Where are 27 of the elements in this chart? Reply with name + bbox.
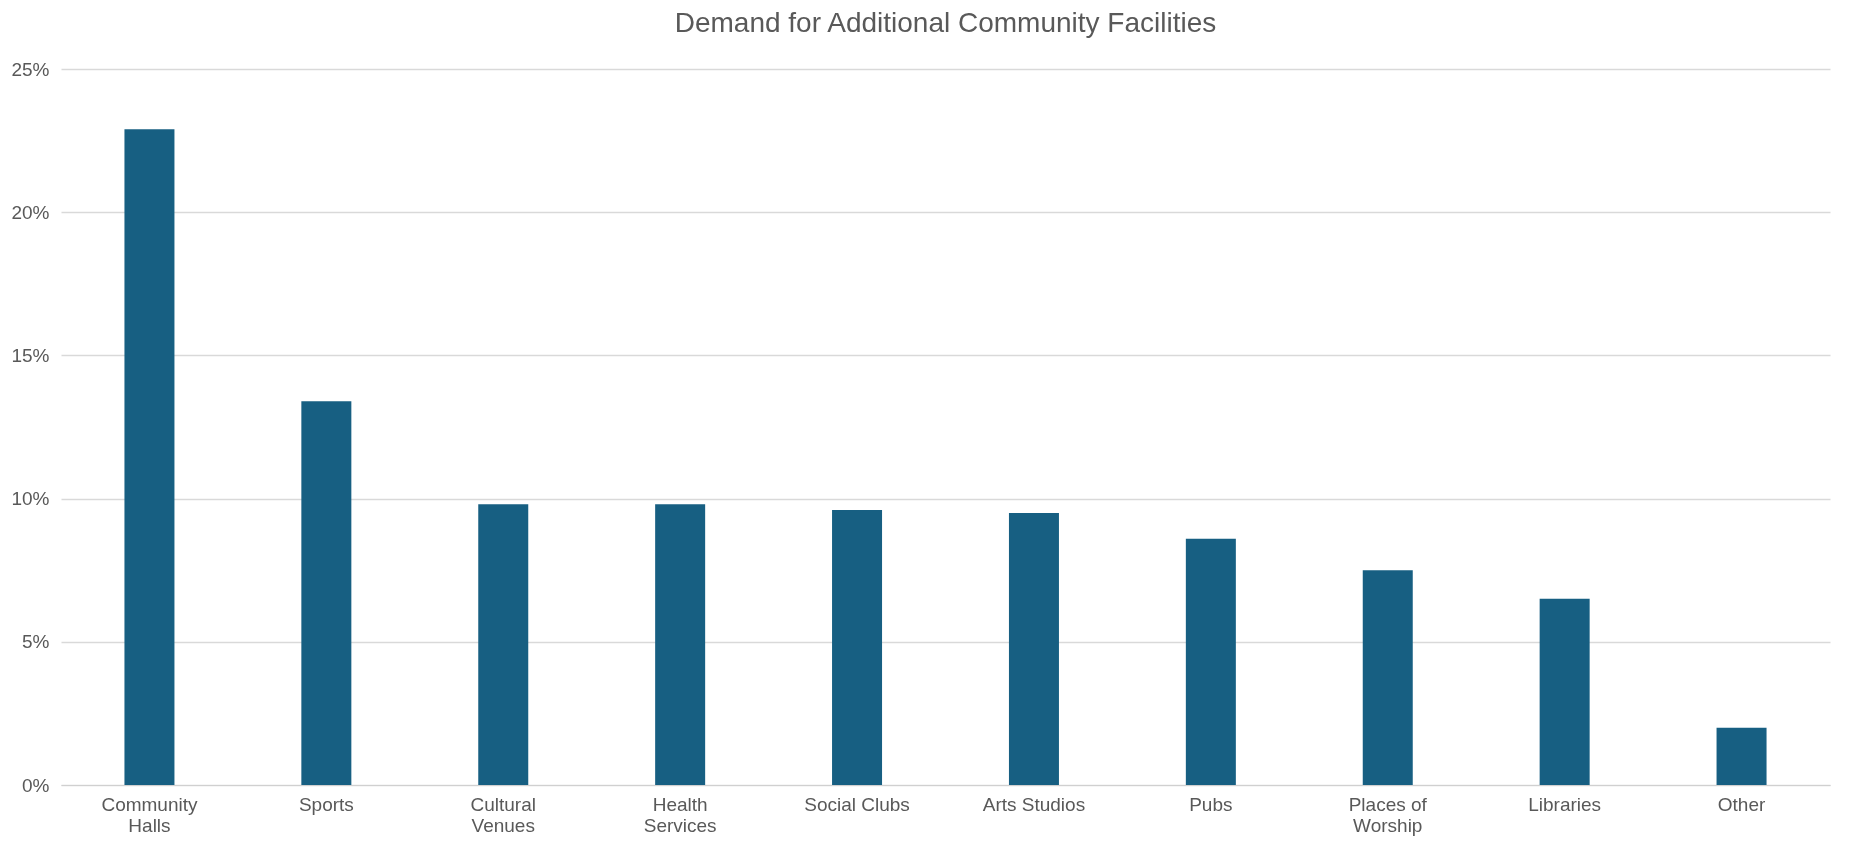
bar [655,504,706,785]
bar [1362,570,1413,785]
bar [124,129,175,785]
x-tick-label: Pubs [1189,793,1233,815]
bar [301,401,352,785]
x-tick-label: Libraries [1528,793,1602,815]
bar [1539,598,1590,785]
x-tick-label: Cultural Venues [470,793,536,836]
y-tick-label: 0% [22,774,50,796]
bar [1185,538,1236,785]
x-tick-label: Sports [298,793,354,815]
x-tick-label: Arts Studios [982,793,1086,815]
y-tick-label: 15% [11,344,50,366]
bar [1008,512,1059,785]
x-tick-label: Social Clubs [804,793,910,815]
x-tick-label: Community Halls [101,793,198,836]
y-tick-label: 20% [11,201,50,223]
x-tick-label: Health Services [643,793,717,836]
chart-title: Demand for Additional Community Facilities [674,7,1217,38]
y-tick-label: 25% [11,58,50,80]
bar [832,510,883,785]
y-tick-label: 10% [11,488,50,510]
x-tick-label: Other [1717,793,1766,815]
x-tick-label: Places of Worship [1348,793,1428,836]
bar [1716,727,1767,785]
y-tick-label: 5% [22,631,50,653]
bar [478,504,529,785]
